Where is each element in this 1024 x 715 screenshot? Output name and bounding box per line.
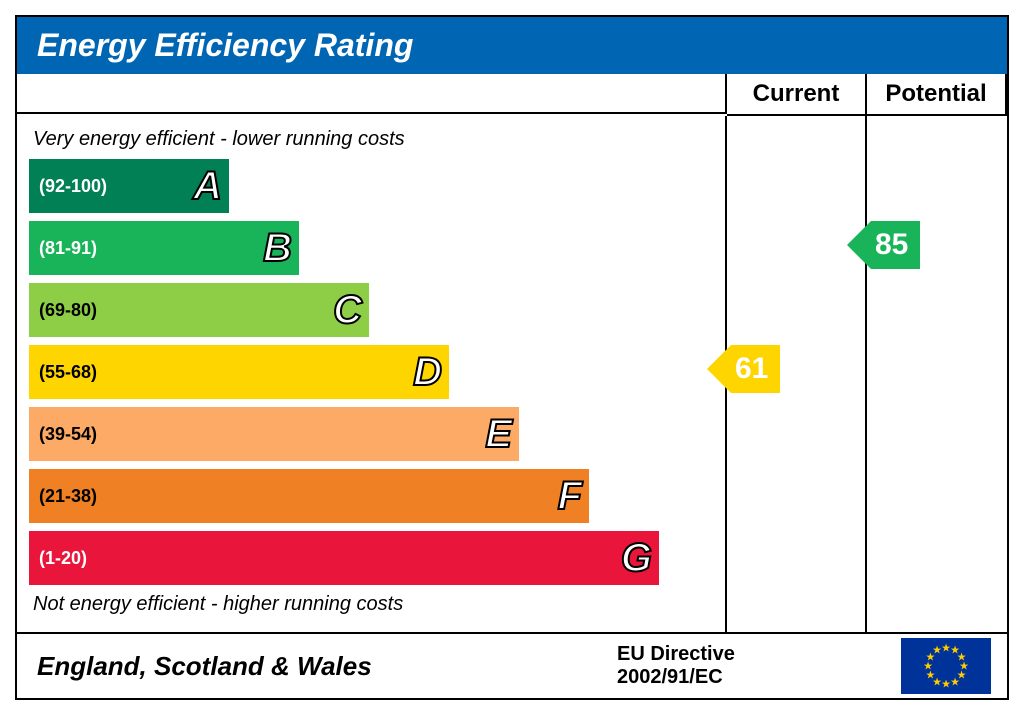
eu-star-icon: ★	[941, 678, 951, 691]
band-row-g: (1-20) G	[29, 531, 725, 585]
arrow-point-icon	[847, 221, 871, 269]
band-letter: F	[558, 476, 581, 516]
band-row-c: (69-80) C	[29, 283, 725, 337]
band-letter: G	[621, 538, 651, 578]
band-bar-g: (1-20) G	[29, 531, 659, 585]
band-row-b: (81-91) B	[29, 221, 725, 275]
footer-region: England, Scotland & Wales	[17, 643, 617, 690]
eu-star-icon: ★	[932, 644, 942, 657]
band-row-a: (92-100) A	[29, 159, 725, 213]
band-bar-f: (21-38) F	[29, 469, 589, 523]
arrow-point-icon	[707, 345, 731, 393]
band-letter: E	[485, 414, 511, 454]
column-header-current: Current	[727, 74, 867, 116]
directive-line1: EU Directive	[617, 643, 735, 665]
current-rating-column: 61	[727, 116, 867, 632]
band-letter: D	[413, 352, 441, 392]
band-row-f: (21-38) F	[29, 469, 725, 523]
band-letter: A	[193, 166, 221, 206]
band-letter: C	[333, 290, 361, 330]
chart-title: Energy Efficiency Rating	[17, 17, 1007, 74]
band-range: (21-38)	[39, 486, 97, 507]
rating-arrow-potential: 85	[847, 221, 920, 269]
band-range: (69-80)	[39, 300, 97, 321]
column-header-potential: Potential	[867, 74, 1007, 116]
band-range: (39-54)	[39, 424, 97, 445]
band-bar-e: (39-54) E	[29, 407, 519, 461]
epc-chart: Energy Efficiency Rating Current Potenti…	[15, 15, 1009, 700]
chart-body: Current Potential Very energy efficient …	[17, 74, 1007, 632]
rating-arrow-current: 61	[707, 345, 780, 393]
band-range: (1-20)	[39, 548, 87, 569]
eu-flag-icon: ★★★★★★★★★★★★	[901, 638, 991, 694]
eu-star-icon: ★	[950, 675, 960, 688]
directive-line2: 2002/91/EC	[617, 666, 723, 688]
rating-value: 85	[871, 221, 920, 269]
band-range: (55-68)	[39, 362, 97, 383]
band-range: (92-100)	[39, 176, 107, 197]
top-efficiency-label: Very energy efficient - lower running co…	[33, 128, 725, 151]
band-bar-b: (81-91) B	[29, 221, 299, 275]
rating-value: 61	[731, 345, 780, 393]
potential-rating-column: 85	[867, 116, 1007, 632]
bands-area: Very energy efficient - lower running co…	[17, 116, 727, 632]
chart-footer: England, Scotland & Wales EU Directive 2…	[17, 632, 1007, 698]
header-spacer	[17, 74, 727, 114]
band-range: (81-91)	[39, 238, 97, 259]
footer-directive: EU Directive 2002/91/EC	[617, 643, 897, 689]
bottom-efficiency-label: Not energy efficient - higher running co…	[33, 593, 725, 616]
band-row-e: (39-54) E	[29, 407, 725, 461]
band-row-d: (55-68) D	[29, 345, 725, 399]
band-bar-c: (69-80) C	[29, 283, 369, 337]
band-bar-a: (92-100) A	[29, 159, 229, 213]
band-bar-d: (55-68) D	[29, 345, 449, 399]
band-letter: B	[263, 228, 291, 268]
